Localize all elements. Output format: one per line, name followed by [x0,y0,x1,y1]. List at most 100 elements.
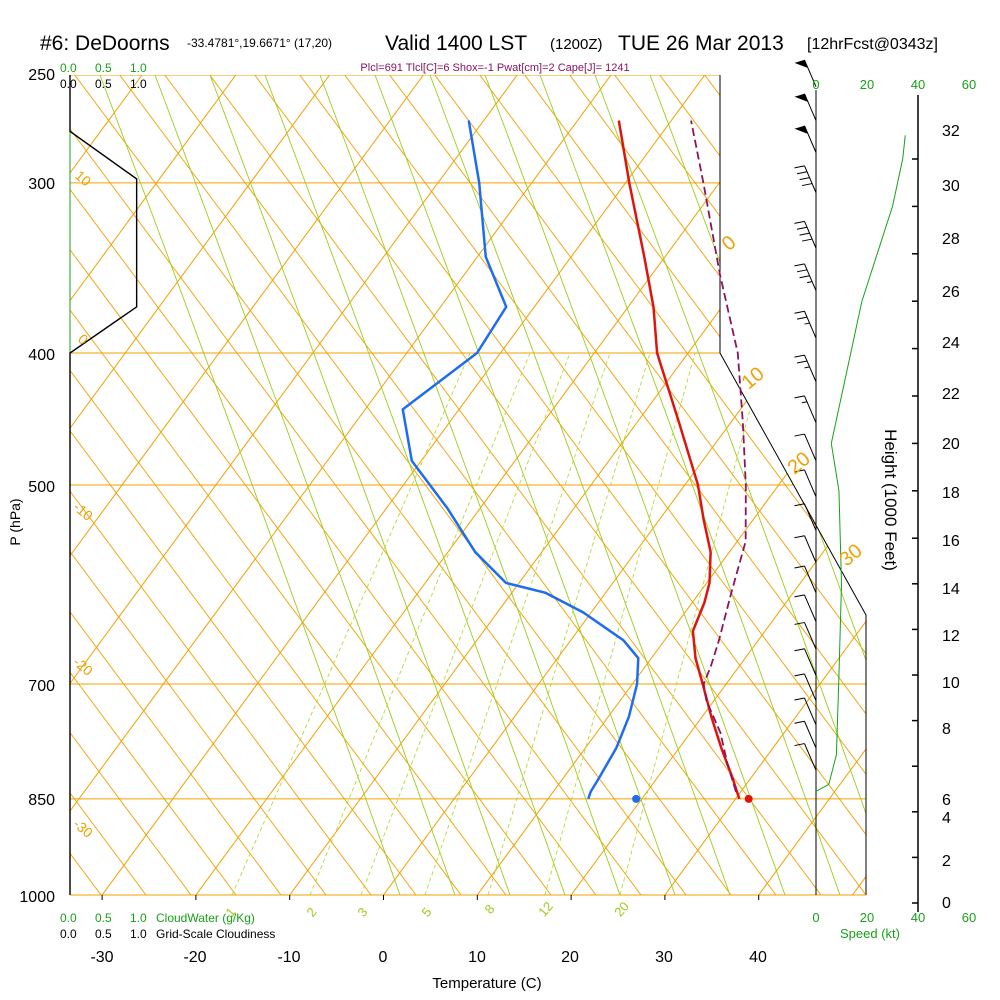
valid-time: Valid 1400 LST [385,32,527,55]
mixing-ratio-line [487,352,651,895]
chart-marks [632,59,817,803]
wind-barb [794,59,817,87]
isotherm-line [70,75,518,895]
cloudiness-scale-top: 1.0 [130,77,147,91]
wind-barb [794,503,817,531]
wind-speed-profile [815,135,906,792]
valid-date: TUE 26 Mar 2013 [618,32,784,55]
x-tick-label: 30 [655,949,673,966]
dry-adiabat [70,75,237,895]
station-coords: -33.4781°,19.6671° (17,20) [187,36,332,50]
x-tick-label: -20 [183,949,206,966]
wind-barb [794,263,817,291]
dry-adiabat [70,75,687,895]
chart-profiles [69,75,906,895]
speed-tick-top: 20 [860,77,874,92]
moist-adiabat [99,75,401,895]
wind-barb [794,354,817,383]
wind-barb [794,93,817,121]
cloudiness-scale-bottom: 1.0 [130,927,147,941]
x-tick-label: 40 [749,949,767,966]
speed-tick-bottom: 0 [812,910,819,925]
cloudiness-scale-top: 0.0 [60,77,77,91]
mixing-ratio-label: 20 [611,899,632,920]
mixing-ratio-line [544,352,696,895]
wind-barb [794,673,817,701]
mixing-ratio-label: 5 [418,905,434,920]
moist-adiabat [594,75,866,895]
cloudwater-label: CloudWater (g/Kg) [156,911,255,925]
dry-adiabat [70,75,732,895]
speed-tick-bottom: 20 [860,910,874,925]
isotherm-line [664,75,866,895]
wind-barb [794,594,817,622]
dry-adiabat [70,75,642,895]
wind-barb [794,621,817,650]
wind-barb [794,743,817,771]
height-tick-label: 14 [942,581,960,598]
dry-adiabat [225,75,866,895]
height-tick-label: 28 [942,231,960,248]
height-tick-label: 24 [942,335,960,352]
isotherm-line [70,75,612,895]
cloudwater-scale-top: 1.0 [130,61,147,75]
moist-adiabat [209,75,511,895]
dry-adiabat [70,75,372,895]
moist-adiabat [374,75,676,895]
wind-barb [794,648,817,676]
height-tick-label: 0 [942,895,951,912]
isotherm-label-left: -20 [70,654,96,679]
wind-barb [794,395,817,423]
cloudiness-scale-bottom: 0.5 [95,927,112,941]
dry-adiabat [70,75,822,895]
dry-adiabat [180,75,866,895]
wind-barb [794,165,817,193]
wind-barb [794,433,817,462]
height-tick-label: 2 [942,853,951,870]
wind-barb [794,697,817,726]
dry-adiabat [70,75,552,895]
height-tick-label: 32 [942,123,960,140]
isotherm-label: 30 [836,540,867,571]
mixing-ratio-label: 3 [354,905,370,920]
moist-adiabat [264,75,566,895]
cloudwater-scale-bottom: 0.5 [95,911,112,925]
isotherm-label: 10 [738,363,769,394]
isotherm-line [70,75,424,895]
height-tick-label: 8 [942,721,951,738]
wind-barb [794,125,817,153]
isotherm-label-left: 0 [75,331,91,348]
x-tick-label: 20 [561,949,579,966]
right-boundary [719,75,867,895]
mixing-ratio-label: 2 [303,905,319,920]
mixing-ratio-line [619,352,766,895]
mixing-ratio-line [231,352,471,895]
moist-adiabat [484,75,786,895]
height-tick-label: 22 [942,386,960,403]
height-tick-label: 26 [942,284,960,301]
isotherm-label: 0 [718,231,741,255]
wind-barb [794,565,817,594]
pressure-tick-label: 300 [28,176,55,193]
dewpoint-profile [401,120,640,800]
pressure-tick-label: 1000 [19,889,55,906]
surface-dewpoint-dot [632,794,641,803]
pressure-tick-label: 250 [28,67,55,84]
dry-adiabat [70,75,417,895]
dry-adiabat [70,75,507,895]
height-tick-label: 4 [942,810,951,827]
cloudiness-label: Grid-Scale Cloudiness [156,927,275,941]
height-tick-label: 10 [942,675,960,692]
isotherm-label-left: 10 [72,167,94,189]
isotherm-label: 20 [784,448,815,479]
cloudiness-profile [69,75,138,895]
wind-barb [794,720,817,749]
station-title: #6: DeDoorns [40,32,170,55]
cloudiness-scale-top: 0.5 [95,77,112,91]
mixing-ratio-line [360,352,571,895]
cloudwater-scale-top: 0.5 [95,61,112,75]
x-tick-label: -30 [90,949,113,966]
dry-adiabat [135,75,866,895]
